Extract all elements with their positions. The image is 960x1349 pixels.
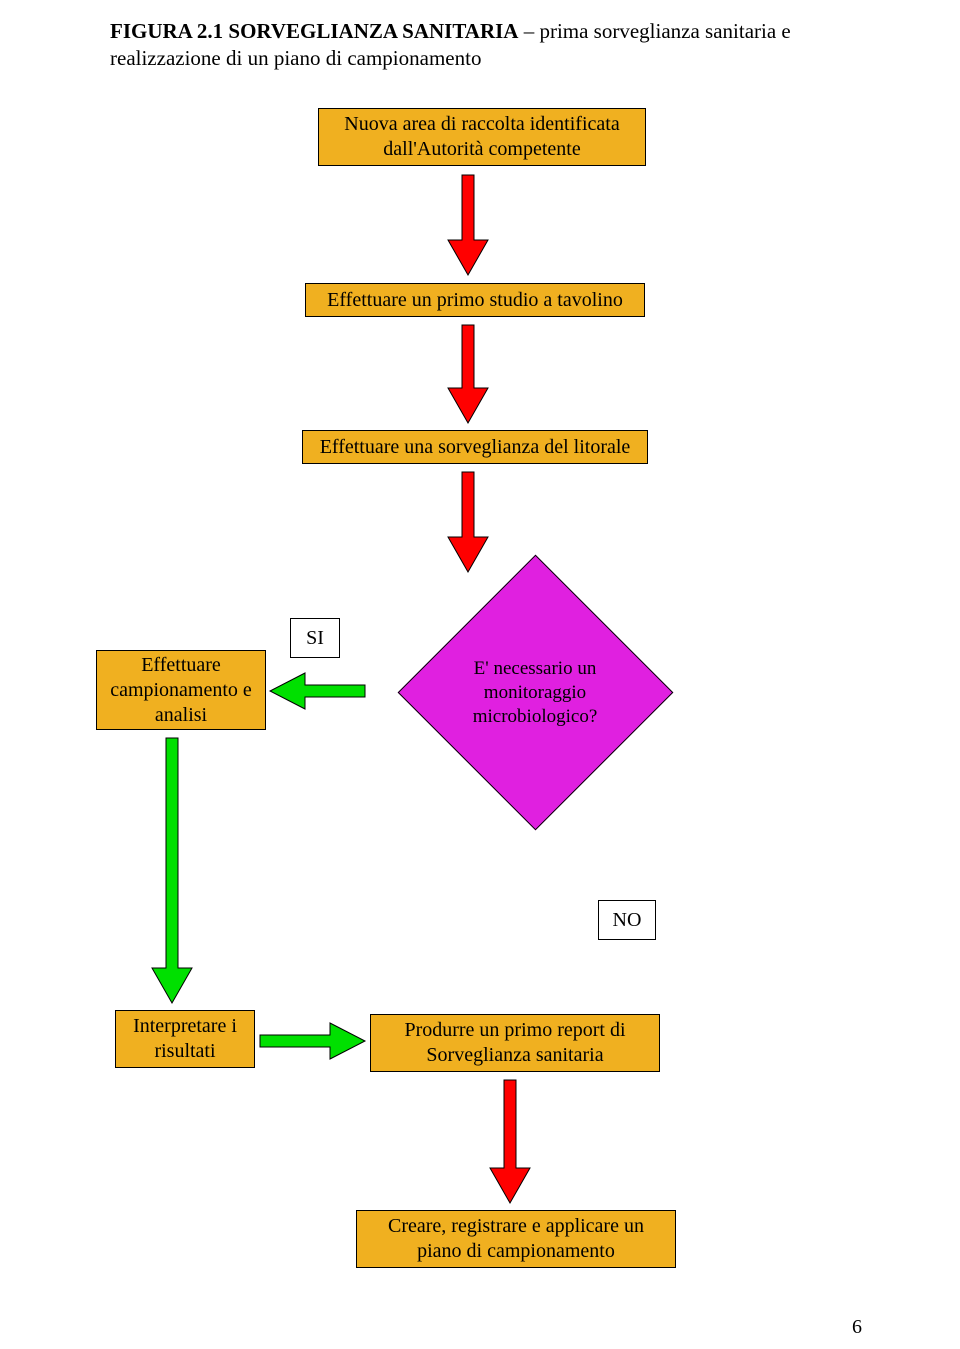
node-sampling-analysis-text: Effettuare campionamento e analisi bbox=[107, 653, 255, 728]
node-coast-surveillance: Effettuare una sorveglianza del litorale bbox=[302, 430, 648, 464]
arrow-red-1 bbox=[448, 175, 488, 275]
node-produce-report: Produrre un primo report di Sorveglianza… bbox=[370, 1014, 660, 1072]
decision-text: E' necessario un monitoraggio microbiolo… bbox=[360, 598, 710, 788]
decision-text-wrap: E' necessario un monitoraggio microbiolo… bbox=[360, 598, 710, 788]
label-si: SI bbox=[290, 618, 340, 658]
title-bold: FIGURA 2.1 SORVEGLIANZA SANITARIA bbox=[110, 19, 518, 43]
arrow-green-right bbox=[260, 1023, 365, 1059]
label-no-text: NO bbox=[613, 909, 642, 932]
node-start-text: Nuova area di raccolta identificata dall… bbox=[329, 112, 635, 162]
arrow-green-left bbox=[270, 673, 365, 709]
node-desk-study: Effettuare un primo studio a tavolino bbox=[305, 283, 645, 317]
node-start: Nuova area di raccolta identificata dall… bbox=[318, 108, 646, 166]
node-sampling-analysis: Effettuare campionamento e analisi bbox=[96, 650, 266, 730]
arrow-red-4 bbox=[490, 1080, 530, 1203]
page-number: 6 bbox=[852, 1316, 862, 1339]
figure-title: FIGURA 2.1 SORVEGLIANZA SANITARIA – prim… bbox=[110, 18, 850, 73]
node-interpret-results-text: Interpretare i risultati bbox=[126, 1014, 244, 1064]
node-produce-report-text: Produrre un primo report di Sorveglianza… bbox=[381, 1018, 649, 1068]
node-interpret-results: Interpretare i risultati bbox=[115, 1010, 255, 1068]
label-si-text: SI bbox=[306, 627, 324, 650]
arrow-red-2 bbox=[448, 325, 488, 423]
arrow-green-down bbox=[152, 738, 192, 1003]
label-no: NO bbox=[598, 900, 656, 940]
arrow-red-3 bbox=[448, 472, 488, 572]
node-coast-surveillance-text: Effettuare una sorveglianza del litorale bbox=[320, 435, 631, 460]
node-desk-study-text: Effettuare un primo studio a tavolino bbox=[327, 288, 623, 313]
node-create-plan-text: Creare, registrare e applicare un piano … bbox=[367, 1214, 665, 1264]
node-create-plan: Creare, registrare e applicare un piano … bbox=[356, 1210, 676, 1268]
